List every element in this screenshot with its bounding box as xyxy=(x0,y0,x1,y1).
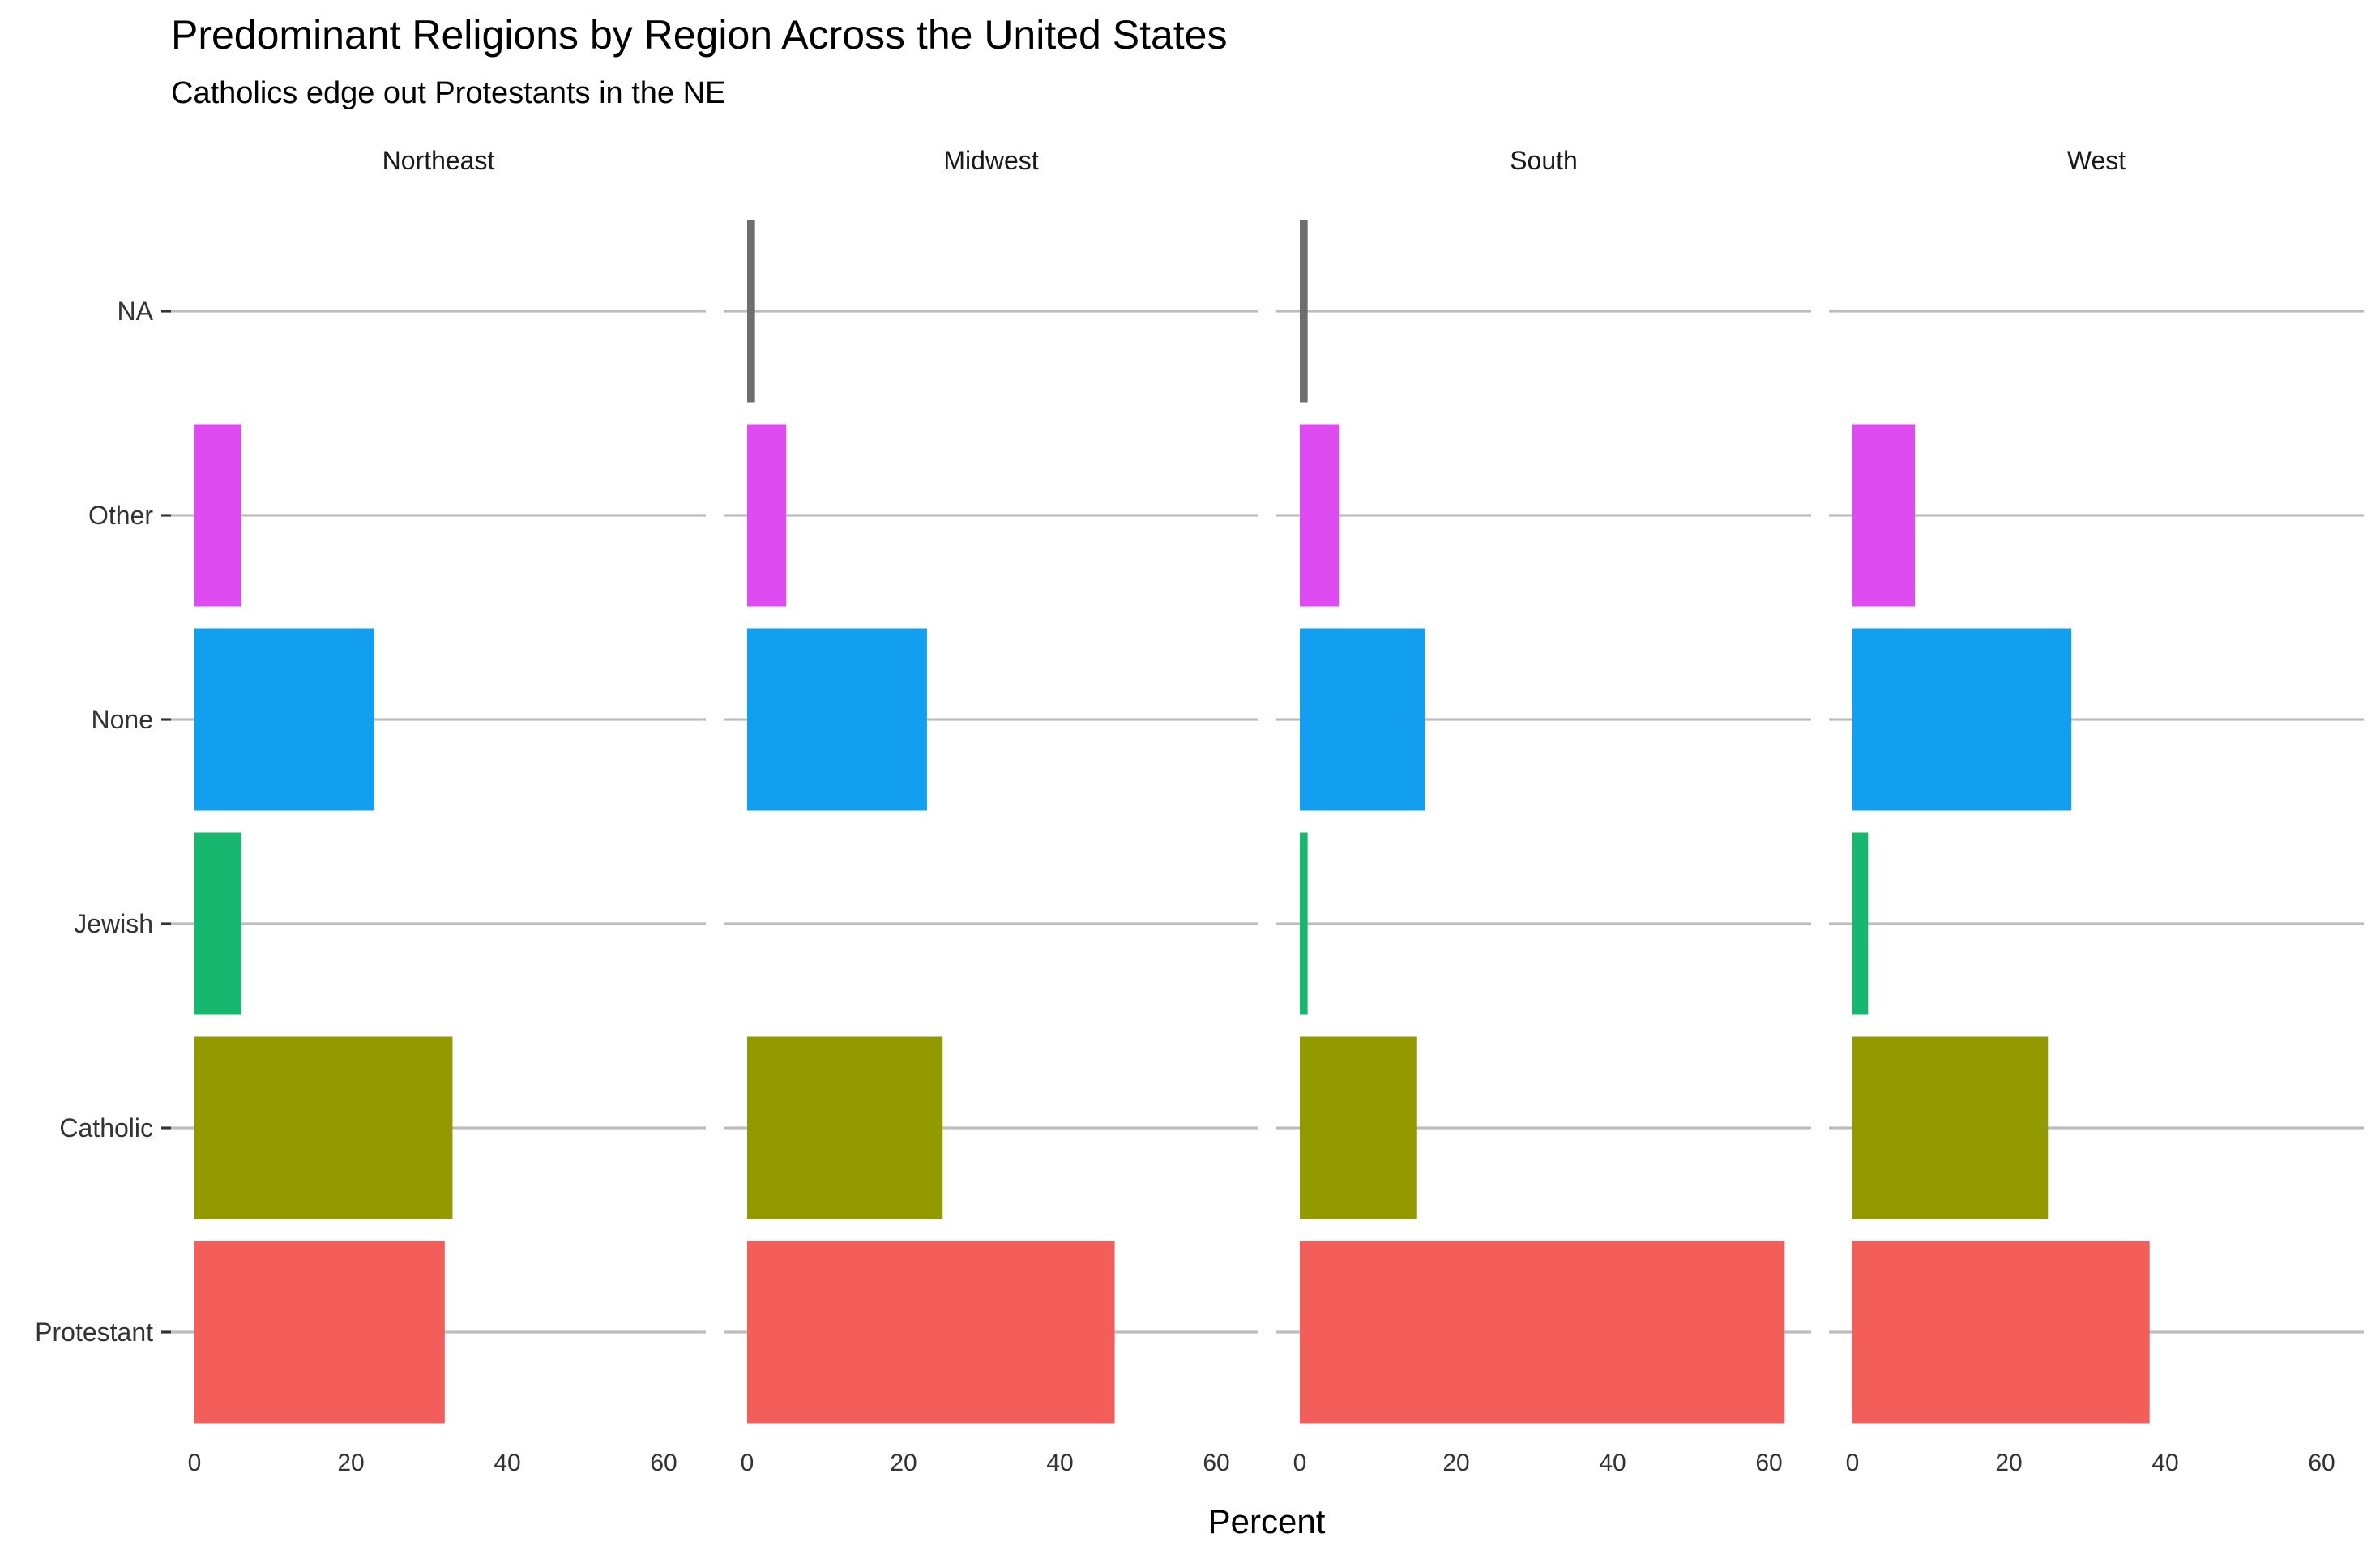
bar-west-protestant xyxy=(1852,1241,2150,1424)
facet-label-west: West xyxy=(2067,146,2126,175)
x-tick-label: 0 xyxy=(741,1450,754,1476)
y-axis: Protestant Catholic Jewish None Other NA xyxy=(35,297,171,1347)
x-tick-label: 20 xyxy=(337,1450,364,1476)
bar-south-none xyxy=(1300,628,1425,811)
bar-west-other xyxy=(1852,424,1916,607)
bar-south-catholic xyxy=(1300,1036,1417,1219)
y-tick-label-other: Other xyxy=(88,501,153,530)
x-tick-label: 60 xyxy=(1755,1450,1782,1476)
x-tick-label: 60 xyxy=(650,1450,677,1476)
x-tick-label: 20 xyxy=(1995,1450,2022,1476)
panel-midwest: Midwest 0 20 40 60 xyxy=(724,146,1258,1476)
x-tick-label: 60 xyxy=(1203,1450,1229,1476)
y-tick-label-none: None xyxy=(92,705,154,734)
bar-midwest-na xyxy=(747,220,755,403)
x-axis-label: Percent xyxy=(1208,1502,1326,1540)
panel-south: South 0 20 40 60 xyxy=(1276,146,1811,1476)
bar-midwest-none xyxy=(747,628,927,811)
chart-title: Predominant Religions by Region Across t… xyxy=(171,12,1228,58)
x-tick-label: 40 xyxy=(1046,1450,1073,1476)
facet-label-northeast: Northeast xyxy=(382,146,495,175)
x-tick-label: 20 xyxy=(890,1450,917,1476)
bar-northeast-catholic xyxy=(194,1036,453,1219)
facet-label-south: South xyxy=(1510,146,1578,175)
y-tick-label-protestant: Protestant xyxy=(35,1318,153,1347)
panel-west: West 0 20 40 60 xyxy=(1829,146,2364,1476)
bar-west-catholic xyxy=(1852,1036,2049,1219)
bar-midwest-protestant xyxy=(747,1241,1115,1424)
chart-subtitle: Catholics edge out Protestants in the NE xyxy=(171,76,725,110)
x-tick-label: 40 xyxy=(2151,1450,2178,1476)
bar-west-jewish xyxy=(1852,832,1869,1015)
x-tick-label: 40 xyxy=(1599,1450,1626,1476)
y-tick-label-catholic: Catholic xyxy=(59,1113,153,1143)
bar-south-other xyxy=(1300,424,1340,607)
x-tick-label: 40 xyxy=(494,1450,520,1476)
bar-west-none xyxy=(1852,628,2072,811)
x-tick-label: 0 xyxy=(1293,1450,1307,1476)
bar-south-na xyxy=(1300,220,1308,403)
bar-midwest-other xyxy=(747,424,787,607)
y-tick-label-na: NA xyxy=(118,297,154,326)
bar-midwest-catholic xyxy=(747,1036,943,1219)
facet-label-midwest: Midwest xyxy=(943,146,1038,175)
bar-northeast-protestant xyxy=(194,1241,445,1424)
panel-northeast: Northeast 0 20 40 60 xyxy=(171,146,706,1476)
x-tick-label: 0 xyxy=(188,1450,202,1476)
bar-northeast-none xyxy=(194,628,374,811)
bar-south-jewish xyxy=(1300,832,1308,1015)
x-tick-label: 60 xyxy=(2308,1450,2335,1476)
bar-south-protestant xyxy=(1300,1241,1785,1424)
y-tick-label-jewish: Jewish xyxy=(74,909,153,938)
x-tick-label: 0 xyxy=(1846,1450,1860,1476)
bar-northeast-jewish xyxy=(194,832,241,1015)
facet-panels: Northeast 0 20 40 60 Midwest 0 20 40 60 South 0 20 40… xyxy=(171,146,2364,1476)
x-tick-label: 20 xyxy=(1442,1450,1469,1476)
bar-northeast-other xyxy=(194,424,241,607)
